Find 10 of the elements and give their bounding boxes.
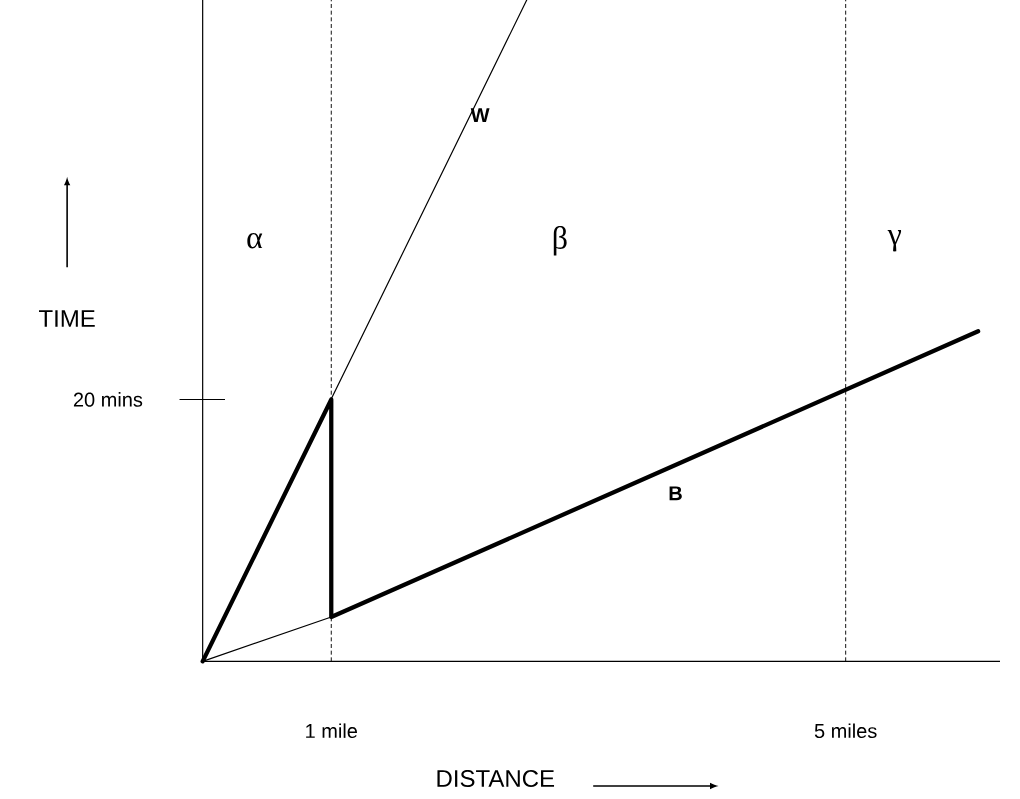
annotation: β — [553, 226, 567, 256]
annotation: α — [247, 233, 263, 249]
annotation: γ — [887, 230, 902, 252]
x-tick-label: 1 mile — [306, 723, 358, 739]
text: 20 mins — [73, 392, 143, 407]
x-tick-label: 5 miles — [814, 723, 877, 739]
series-label: B — [669, 486, 682, 501]
x-axis-title: DISTANCE — [437, 770, 555, 788]
y-axis-title: TIME — [39, 310, 95, 327]
series-label: W — [470, 108, 490, 123]
